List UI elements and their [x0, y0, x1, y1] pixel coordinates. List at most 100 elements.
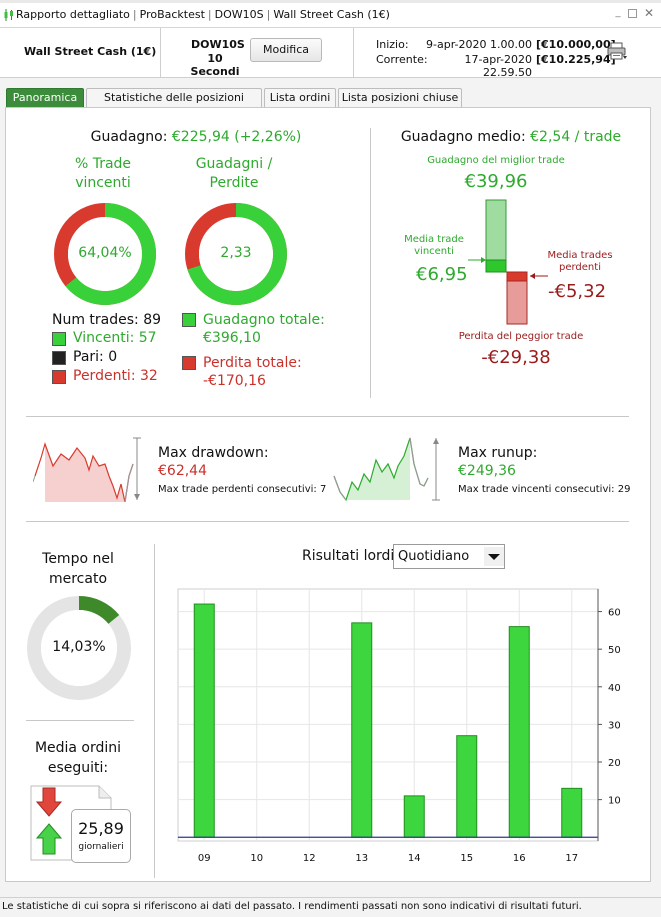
- section-divider: [154, 544, 155, 878]
- winning-trades-title-line2: vincenti: [75, 175, 131, 191]
- print-icon[interactable]: [607, 42, 627, 60]
- current-capital: [€10.225,94]: [536, 53, 616, 66]
- x-tick-label: 16: [513, 853, 526, 864]
- num-trades-value: 89: [143, 312, 162, 328]
- modify-button[interactable]: Modifica: [250, 38, 322, 62]
- breadcrumb-item[interactable]: Wall Street Cash (1€): [273, 8, 390, 21]
- maximize-icon[interactable]: [628, 9, 637, 18]
- tab-bar: Panoramica Statistiche delle posizioni c…: [0, 88, 661, 122]
- winning-trades-pct: 64,04%: [78, 245, 132, 261]
- runup-area: [346, 438, 410, 500]
- footer-divider: [0, 897, 661, 898]
- drawdown-line-gray: [33, 475, 36, 483]
- bar-15: [456, 735, 478, 838]
- donut-gain-arc: [185, 203, 287, 305]
- current-date: 17-apr-2020 22.59.50: [464, 53, 532, 79]
- x-tick-label: 12: [303, 853, 316, 864]
- avg-trade-bars: [485, 199, 528, 325]
- winners-swatch: [52, 332, 66, 346]
- best-trade-label: Guadagno del miglior trade: [427, 155, 565, 166]
- total-gain-label: Guadagno totale:: [203, 312, 325, 328]
- losers-label: Perdenti:: [73, 368, 136, 384]
- instrument-name: Wall Street Cash (1€): [24, 45, 157, 58]
- candlestick-icon: [4, 9, 13, 21]
- market-time-donut: [27, 596, 131, 700]
- worst-trade-label: Perdita del peggior trade: [458, 331, 584, 342]
- instrument-cell: Wall Street Cash (1€): [0, 28, 161, 78]
- runup-title: Max runup:: [458, 445, 538, 461]
- total-loss-swatch: [182, 356, 196, 370]
- orders-title-line1: Media ordini: [34, 740, 122, 756]
- avg-win-bar: [485, 259, 507, 273]
- y-tick-label: 50: [608, 645, 621, 656]
- x-tick-labels: 09 10 12 13 14 15 16 17: [198, 853, 578, 864]
- orders-title: Media ordini eseguiti:: [26, 738, 130, 778]
- overview-panel: Guadagno: €225,94 (+2,26%) % Trade vince…: [5, 107, 651, 882]
- avg-gain-value: €2,54 / trade: [530, 129, 622, 145]
- breadcrumb-separator: |: [266, 8, 271, 21]
- top-strip: [0, 0, 661, 3]
- avg-loss-bar: [506, 271, 528, 282]
- up-arrow-icon: [35, 823, 63, 855]
- num-trades-row: Num trades: 89: [52, 312, 161, 328]
- avg-loss-arrow-icon: [530, 273, 548, 279]
- market-time-arc: [27, 596, 131, 700]
- tab-order-list[interactable]: Lista ordini: [264, 88, 336, 108]
- winning-trades-title-line1: % Trade: [74, 156, 132, 172]
- breadcrumb-item[interactable]: Rapporto dettagliato: [16, 8, 130, 21]
- results-chart: 10 20 30 40 50 60 09 10 12 13 14 15 16 17: [177, 588, 621, 864]
- breadcrumb-item[interactable]: ProBacktest: [139, 8, 205, 21]
- num-trades-label: Num trades:: [52, 312, 139, 328]
- bar-14: [403, 795, 425, 838]
- market-time-title-line1: Tempo nel: [42, 551, 114, 567]
- even-swatch: [52, 351, 66, 365]
- winners-row: Vincenti: 57: [73, 330, 157, 346]
- tab-closed-positions-list[interactable]: Lista posizioni chiuse: [338, 88, 462, 108]
- bar-13: [351, 622, 373, 838]
- total-gain-value: €396,10: [203, 330, 261, 346]
- winning-trades-donut: [54, 203, 156, 305]
- disclaimer-text: Le statistiche di cui sopra si riferisco…: [2, 901, 582, 912]
- even-value: 0: [108, 349, 118, 365]
- winners-label: Vincenti:: [73, 330, 135, 346]
- section-divider: [26, 521, 629, 522]
- avg-gain-label: Guadagno medio:: [400, 129, 526, 145]
- period-select-button[interactable]: [484, 547, 504, 566]
- start-label: Inizio:: [376, 38, 409, 51]
- orders-value: 25,89: [78, 819, 124, 838]
- tab-overview[interactable]: Panoramica: [6, 88, 84, 108]
- drawdown-range-arrow: [134, 494, 140, 500]
- y-tick-label: 10: [608, 796, 621, 807]
- market-time-title: Tempo nel mercato: [26, 549, 130, 589]
- y-tick-label: 30: [608, 720, 621, 731]
- losers-value: 32: [140, 368, 158, 384]
- period-select[interactable]: Quotidiano: [393, 544, 505, 569]
- drawdown-sparkline: [33, 437, 141, 502]
- losers-row: Perdenti: 32: [73, 368, 158, 384]
- ticker-name: DOW10S: [191, 38, 245, 51]
- gain-label: Guadagno:: [90, 129, 168, 145]
- max-consecutive-losses-value: 7: [319, 484, 327, 495]
- tab-closed-positions-stats[interactable]: Statistiche delle posizioni chiuse: [86, 88, 262, 122]
- avg-gain-headline: Guadagno medio: €2,54 / trade: [376, 129, 646, 145]
- minimize-icon[interactable]: _: [615, 7, 621, 18]
- drawdown-line-tail: [124, 463, 134, 502]
- donut-win-arc: [54, 203, 156, 305]
- x-tick-label: 14: [408, 853, 421, 864]
- runup-range-arrow: [433, 438, 439, 444]
- breadcrumb-item[interactable]: DOW10S: [214, 8, 264, 21]
- gains-losses-donut: [185, 203, 287, 305]
- orders-unit: giornalieri: [78, 842, 124, 852]
- donut-hole: [199, 217, 273, 291]
- start-date: 9-apr-2020 1.00.00: [426, 38, 532, 51]
- losers-swatch: [52, 370, 66, 384]
- drawdown-line: [34, 442, 134, 502]
- close-icon[interactable]: ✕: [643, 6, 655, 20]
- y-tick-labels: 10 20 30 40 50 60: [598, 608, 621, 807]
- donut-hole: [41, 610, 117, 686]
- max-consecutive-wins: Max trade vincenti consecutivi: 29: [458, 484, 630, 495]
- market-time-value: 14,03%: [52, 639, 106, 655]
- bar-17: [561, 787, 583, 838]
- period-select-value: Quotidiano: [398, 549, 470, 564]
- runup-value: €249,36: [458, 463, 516, 479]
